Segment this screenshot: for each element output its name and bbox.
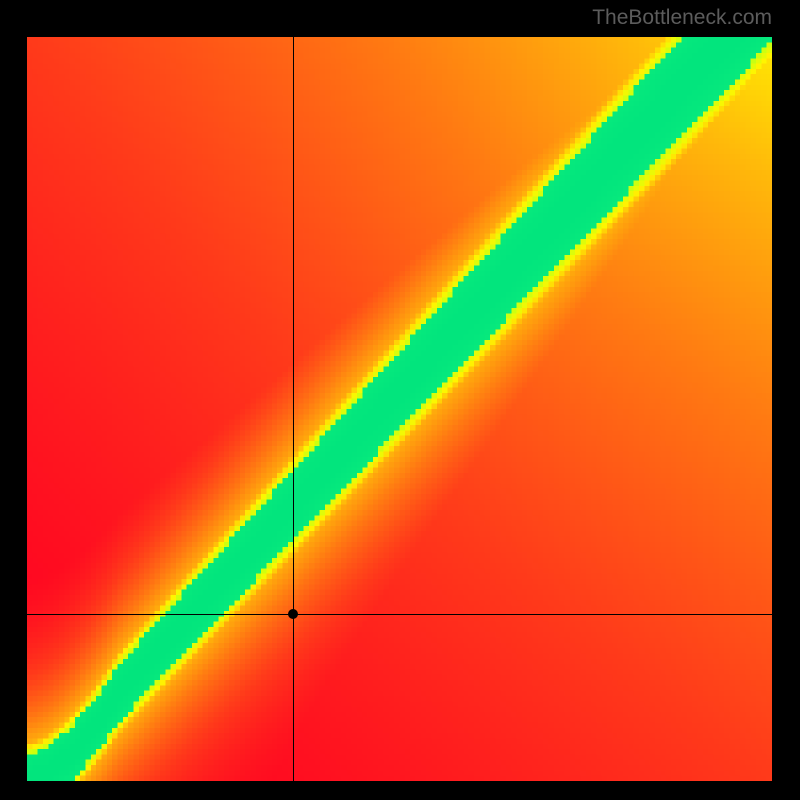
heatmap-canvas: [27, 37, 772, 781]
chart-frame: TheBottleneck.com: [0, 0, 800, 800]
heatmap-plot: [27, 37, 772, 781]
crosshair-marker: [288, 609, 298, 619]
crosshair-horizontal: [27, 614, 772, 615]
crosshair-vertical: [293, 37, 294, 781]
watermark-label: TheBottleneck.com: [592, 6, 772, 30]
